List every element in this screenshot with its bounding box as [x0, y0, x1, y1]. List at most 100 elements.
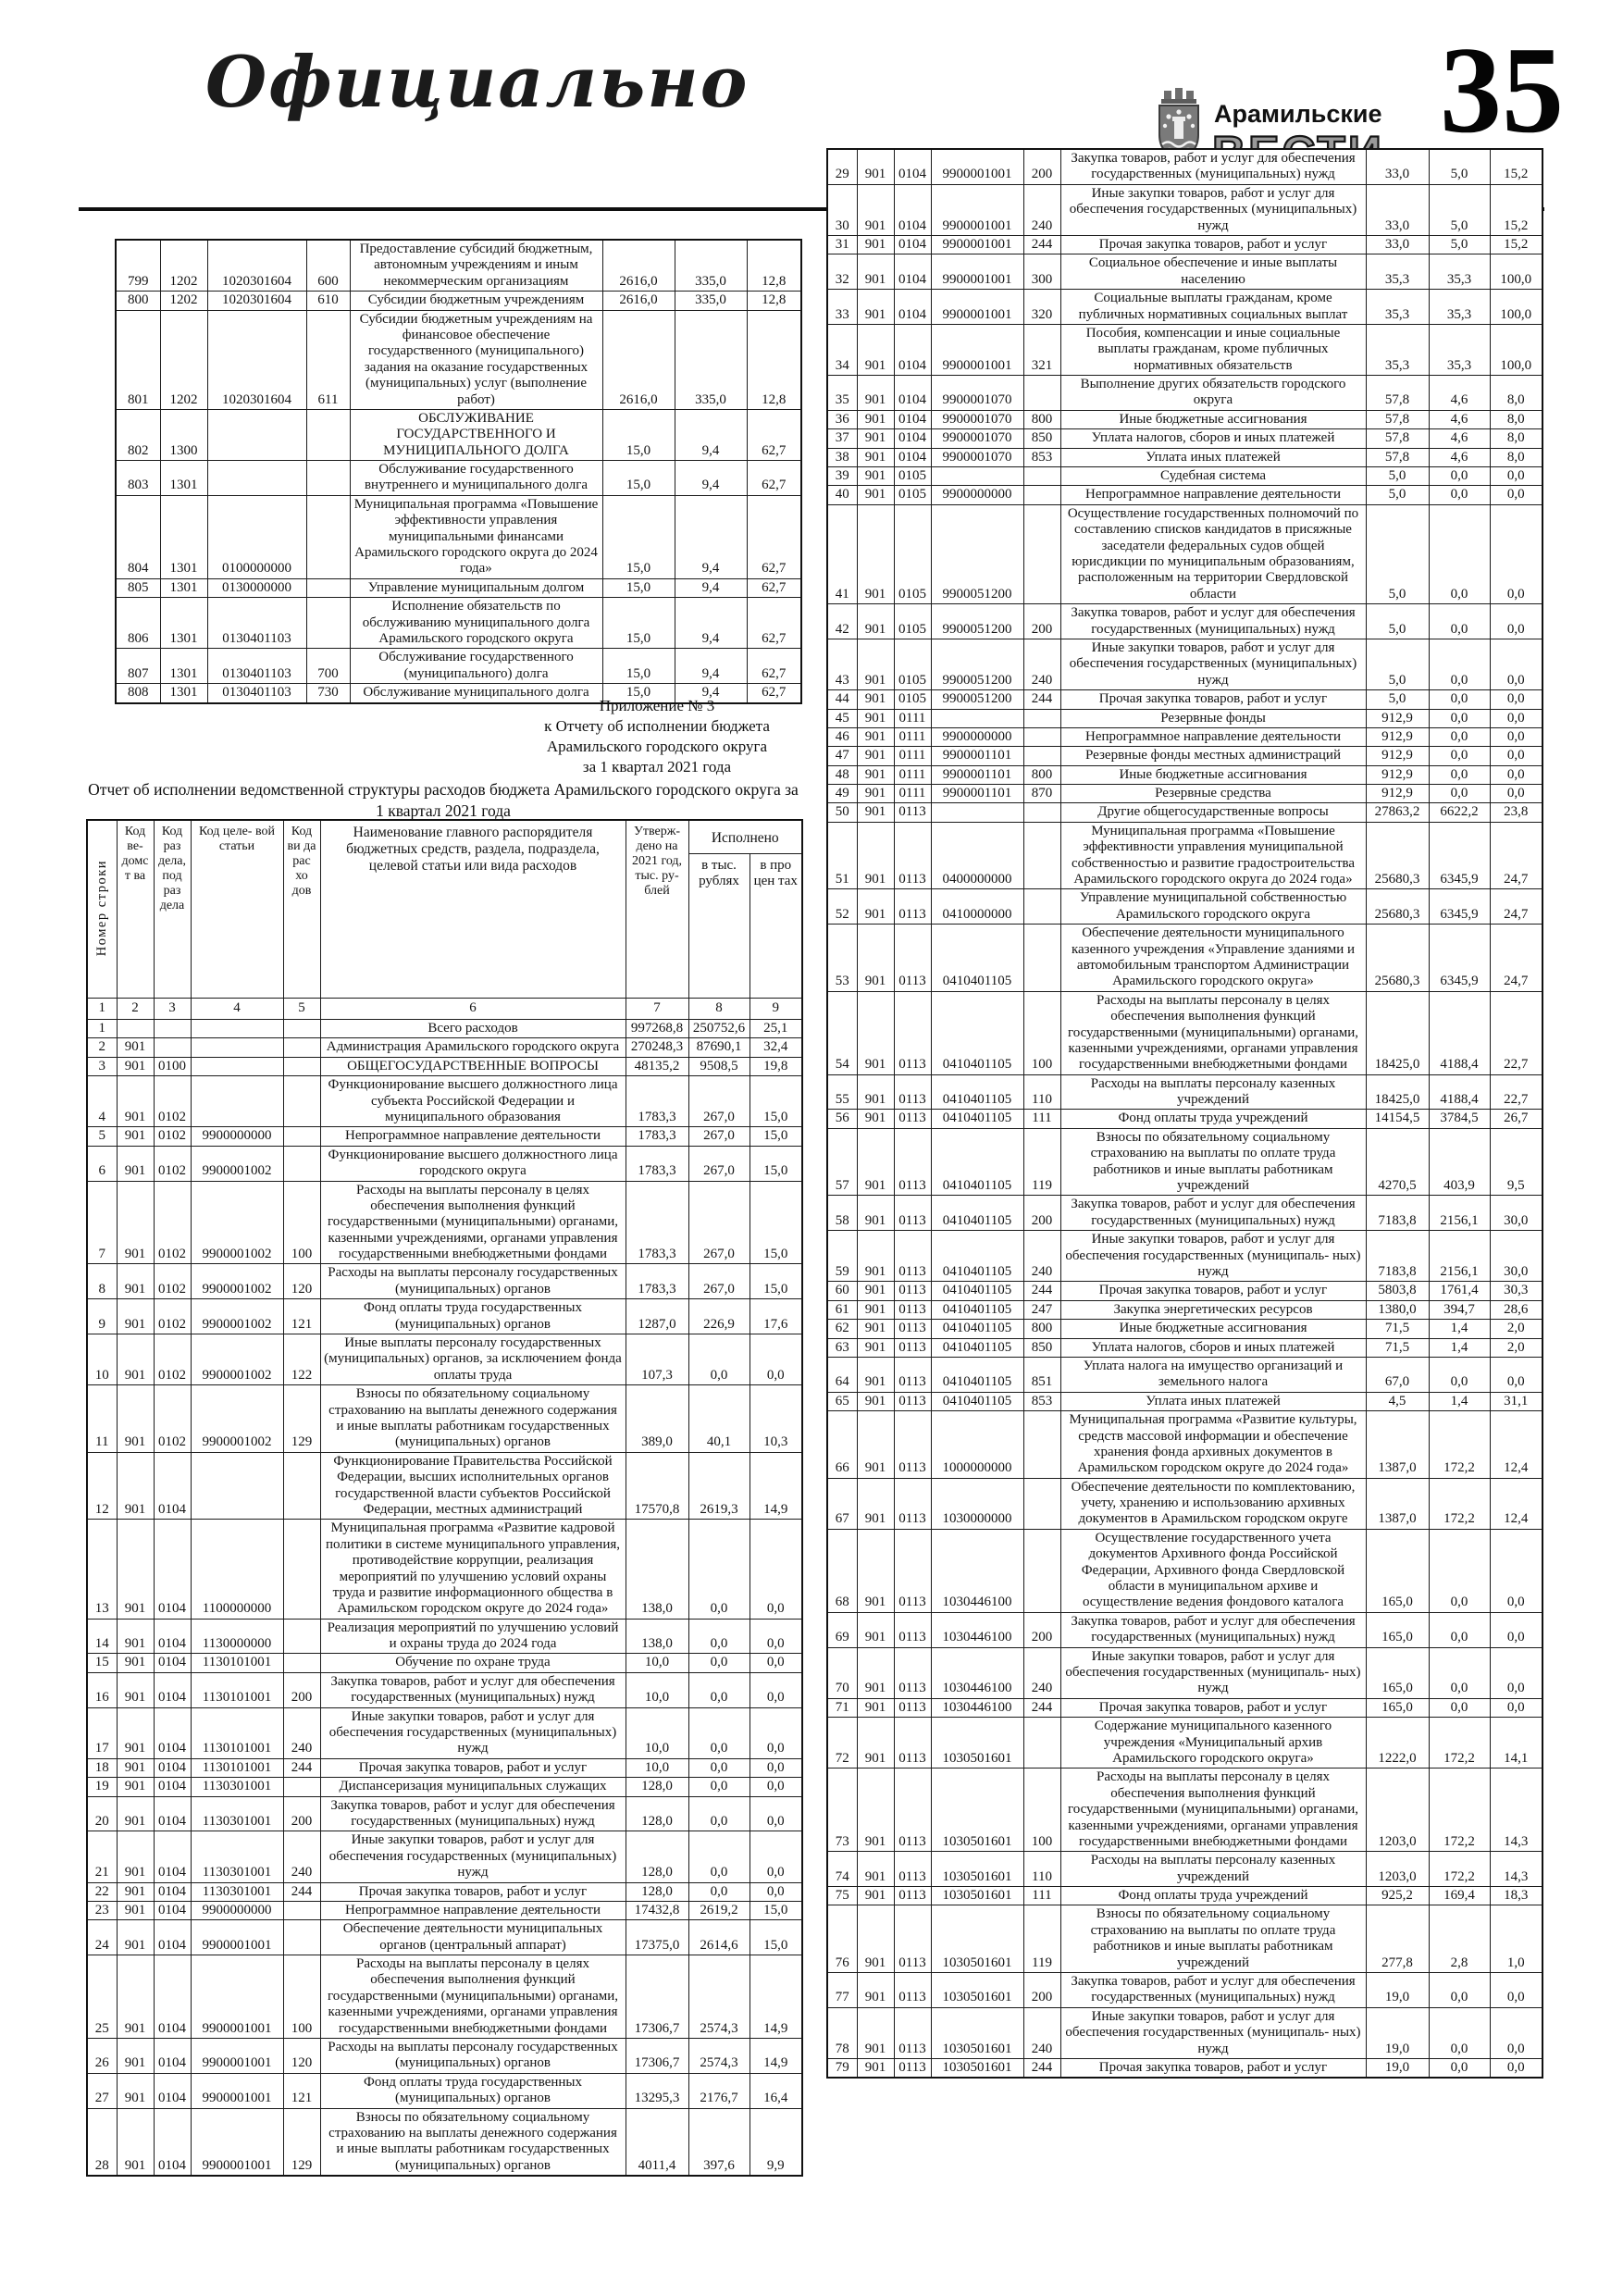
row-code-cell: 0,0	[688, 1706, 750, 1759]
row-code-cell: 901	[856, 821, 895, 890]
row-code-cell: 901	[856, 638, 895, 691]
row-code-cell: 1130101001	[190, 1671, 284, 1708]
row-code-cell: 0,0	[749, 1831, 803, 1883]
row-name-cell: Всего расходов	[319, 1018, 626, 1039]
row-code-cell: 1	[86, 1018, 118, 1039]
row-code-cell: 901	[856, 1905, 895, 1974]
row-code-cell: 47	[826, 746, 858, 766]
row-code-cell: 165,0	[1365, 1646, 1430, 1699]
row-code-cell: 22,7	[1489, 1074, 1543, 1111]
row-code-cell: 27863,2	[1365, 802, 1430, 823]
row-code-cell: 850	[1022, 1337, 1061, 1358]
row-name-cell: Администрация Арамильского городского ок…	[319, 1037, 626, 1058]
row-name-cell: Расходы на выплаты персоналу государстве…	[319, 2038, 626, 2074]
table-row: 799 1202 1020301604 600 Предоставление субси…	[115, 239, 802, 292]
row-name-cell: ОБЩЕГОСУДАРСТВЕННЫЕ ВОПРОСЫ	[319, 1056, 626, 1077]
row-code-cell: 0,0	[688, 1334, 750, 1386]
row-code-cell: 13	[86, 1519, 118, 1620]
row-code-cell: 799	[115, 239, 161, 292]
row-code-cell: 35,3	[1428, 323, 1491, 377]
row-code-cell: 1,4	[1428, 1319, 1491, 1339]
row-code-cell: 403,9	[1428, 1127, 1491, 1197]
row-code-cell: 26,7	[1489, 1109, 1543, 1129]
row-code-cell: 300	[1022, 254, 1061, 291]
row-code-cell: 25680,3	[1365, 888, 1430, 925]
row-code-cell: 5,0	[1428, 183, 1491, 236]
row-code-cell: 901	[856, 1646, 895, 1699]
row-code-cell: 9900000000	[930, 726, 1024, 748]
row-code-cell: 853	[1022, 447, 1061, 468]
row-code-cell: 76	[826, 1905, 858, 1974]
row-code-cell	[1022, 1410, 1061, 1479]
row-code-cell: 912,9	[1365, 726, 1430, 748]
row-code-cell: 1030501601	[930, 2057, 1024, 2079]
appendix-line: Приложение № 3	[599, 697, 715, 714]
row-code-cell: 806	[115, 597, 161, 650]
row-code-cell: 72	[826, 1717, 858, 1769]
row-code-cell: 172,2	[1428, 1717, 1491, 1769]
table-row: 55 901 0113 0410401105 110 Расходы на выплаты…	[826, 1074, 1543, 1111]
row-code-cell: 804	[115, 494, 161, 579]
row-code-cell: 901	[856, 1717, 895, 1769]
row-name-cell: Закупка товаров, работ и услуг для обесп…	[1059, 1195, 1367, 1232]
row-code-cell: 120	[282, 2038, 321, 2074]
row-code-cell: 901	[856, 447, 895, 468]
row-code-cell: 9900001001	[190, 2107, 284, 2177]
row-code-cell: 870	[1022, 784, 1061, 804]
row-code-cell: 129	[282, 2107, 321, 2177]
header-executed-rub: в тыс. рублях	[688, 853, 750, 999]
row-code-cell: 0104	[893, 409, 932, 430]
row-code-cell: 44	[826, 689, 858, 710]
row-code-cell: 901	[856, 2006, 895, 2059]
row-code-cell: 5803,8	[1365, 1281, 1430, 1301]
row-code-cell: 244	[1022, 1697, 1061, 1719]
row-name-cell: Функционирование Правительства Российско…	[319, 1451, 626, 1520]
row-code-cell: 0113	[893, 1391, 932, 1412]
table-row: 71 901 0113 1030446100 244 Прочая закупка тов…	[826, 1697, 1543, 1719]
row-code-cell: 65	[826, 1391, 858, 1412]
row-code-cell: 0113	[893, 1319, 932, 1339]
row-code-cell: 0100	[153, 1056, 192, 1077]
row-code-cell: 901	[856, 1109, 895, 1129]
row-name-cell: Прочая закупка товаров, работ и услуг	[1059, 1281, 1367, 1301]
row-code-cell: 17306,7	[625, 1955, 689, 2040]
row-code-cell: 2616,0	[601, 309, 675, 410]
row-code-cell: 5,0	[1365, 638, 1430, 691]
table-row: 8 901 0102 9900001002 120 Расходы на выплаты …	[86, 1263, 803, 1300]
row-code-cell: 901	[116, 1777, 155, 1797]
row-code-cell	[1022, 821, 1061, 890]
row-name-cell: Расходы на выплаты персоналу казенных уч…	[1059, 1074, 1367, 1111]
row-code-cell: 0113	[893, 1281, 932, 1301]
row-name-cell: Обеспечение деятельности по комплектован…	[1059, 1477, 1367, 1530]
row-code-cell: 0113	[893, 821, 932, 890]
row-code-cell: 9,5	[1489, 1127, 1543, 1197]
row-code-cell: 901	[856, 1886, 895, 1906]
row-code-cell: 901	[856, 603, 895, 639]
row-name-cell: Иные закупки товаров, работ и услуг для …	[1059, 1646, 1367, 1699]
row-code-cell: 0,0	[749, 1706, 803, 1759]
row-code-cell: 15,0	[749, 1145, 803, 1182]
row-code-cell: 9900001001	[930, 234, 1024, 255]
row-code-cell: 1100000000	[190, 1519, 284, 1620]
row-code-cell: 120	[282, 1263, 321, 1300]
row-code-cell: 9,9	[749, 2107, 803, 2177]
table-row: 33 901 0104 9900001001 320 Социальные выплаты…	[826, 289, 1543, 325]
row-code-cell: 32	[826, 254, 858, 291]
row-code-cell: 100,0	[1489, 323, 1543, 377]
row-code-cell: 23,8	[1489, 802, 1543, 823]
row-code-cell: 45	[826, 708, 858, 728]
row-code-cell: 901	[856, 764, 895, 786]
row-code-cell: 9900001002	[190, 1145, 284, 1182]
row-code-cell: 0102	[153, 1145, 192, 1182]
row-code-cell: 1030446100	[930, 1646, 1024, 1699]
row-code-cell: 0,0	[688, 1795, 750, 1832]
row-code-cell: 165,0	[1365, 1611, 1430, 1648]
row-code-cell	[282, 1900, 321, 1921]
row-code-cell: 901	[116, 2072, 155, 2109]
row-code-cell: 8,0	[1489, 375, 1543, 411]
row-name-cell: Обслуживание государственного (муниципал…	[349, 648, 603, 685]
row-name-cell: Исполнение обязательств по обслуживанию …	[349, 597, 603, 650]
row-code-cell: 59	[826, 1230, 858, 1283]
row-code-cell: 25	[86, 1955, 118, 2040]
row-code-cell: 1301	[159, 597, 208, 650]
